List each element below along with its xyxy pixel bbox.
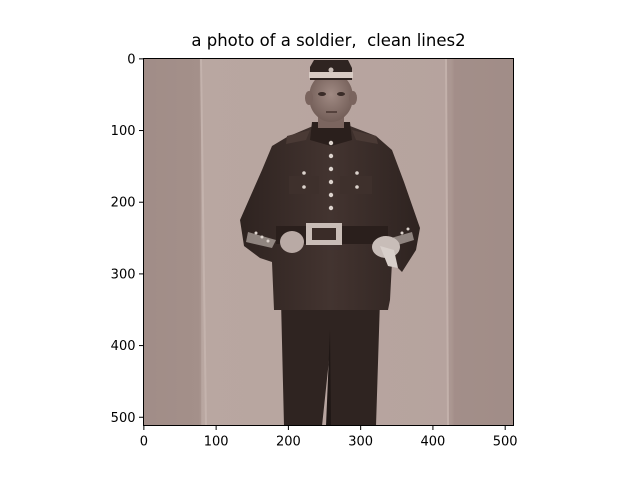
- y-tick-label: 500: [111, 411, 136, 426]
- x-tick-label: 200: [276, 435, 301, 450]
- y-tick-label: 300: [111, 267, 136, 282]
- y-tick-label: 0: [127, 52, 135, 67]
- x-axis-ticks: 0 100 200 300 400 500: [140, 425, 518, 450]
- x-tick-label: 100: [204, 435, 229, 450]
- y-tick-label: 200: [111, 196, 136, 211]
- x-tick-label: 300: [348, 435, 373, 450]
- figure-title: a photo of a soldier, clean lines2: [191, 31, 466, 50]
- y-tick-label: 100: [111, 124, 136, 139]
- y-tick-label: 400: [111, 339, 136, 354]
- x-tick-label: 500: [493, 435, 518, 450]
- x-tick-label: 0: [140, 435, 148, 450]
- y-axis-ticks: 0 100 200 300 400 500: [111, 52, 144, 426]
- soldier-photo: [143, 58, 514, 426]
- x-tick-label: 400: [421, 435, 446, 450]
